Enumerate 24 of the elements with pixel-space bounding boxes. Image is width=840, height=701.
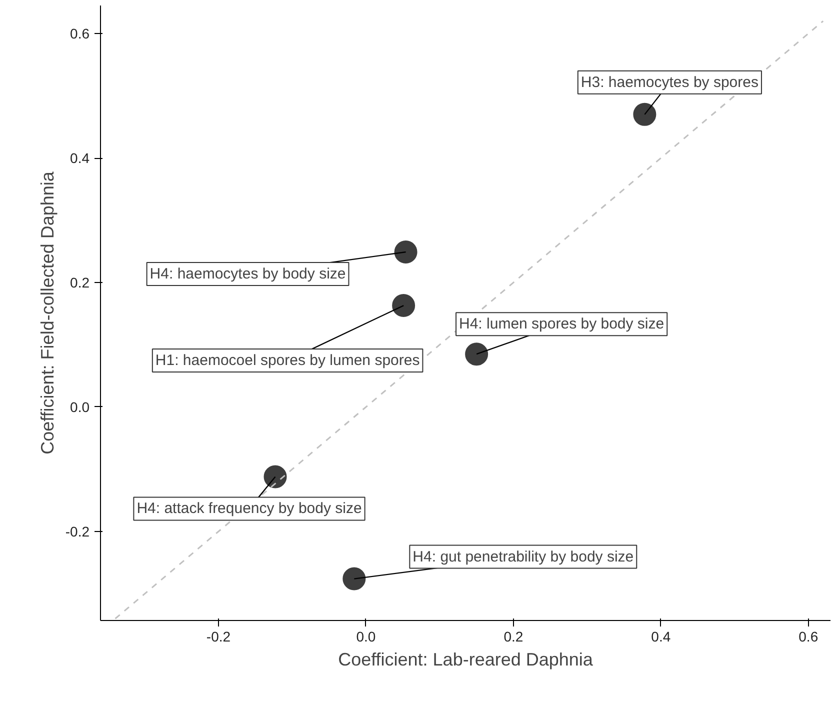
x-axis-title: Coefficient: Lab-reared Daphnia [338, 650, 594, 670]
point [392, 294, 416, 318]
x-tick-label: -0.2 [206, 628, 231, 644]
point [465, 342, 488, 366]
y-tick-label: 0.4 [70, 150, 90, 166]
x-tick-label: 0.0 [356, 628, 376, 644]
x-tick-label: 0.2 [504, 628, 524, 644]
annotation: H4: haemocytes by body size [150, 266, 346, 282]
point [394, 240, 418, 264]
y-tick-label: 0.6 [70, 26, 90, 42]
x-tick-label: 0.4 [651, 628, 671, 644]
point [633, 102, 656, 126]
y-tick-label: 0.0 [70, 398, 90, 415]
annotation: H1: haemocoel spores by lumen spores [155, 352, 420, 370]
y-tick-label: -0.2 [65, 523, 90, 540]
annotation: H4: attack frequency by body size [136, 500, 362, 518]
annotation: H4: gut penetrability by body size [412, 548, 634, 566]
y-tick-label: 0.2 [70, 274, 90, 290]
annotation: H4: lumen spores by body size [459, 316, 664, 333]
y-axis-title: Coefficient: Field-collected Daphnia [37, 170, 58, 454]
x-tick-label: 0.6 [798, 628, 818, 644]
point [264, 465, 287, 488]
point [342, 567, 366, 590]
annotation: H3: haemocytes by spores [580, 74, 758, 91]
